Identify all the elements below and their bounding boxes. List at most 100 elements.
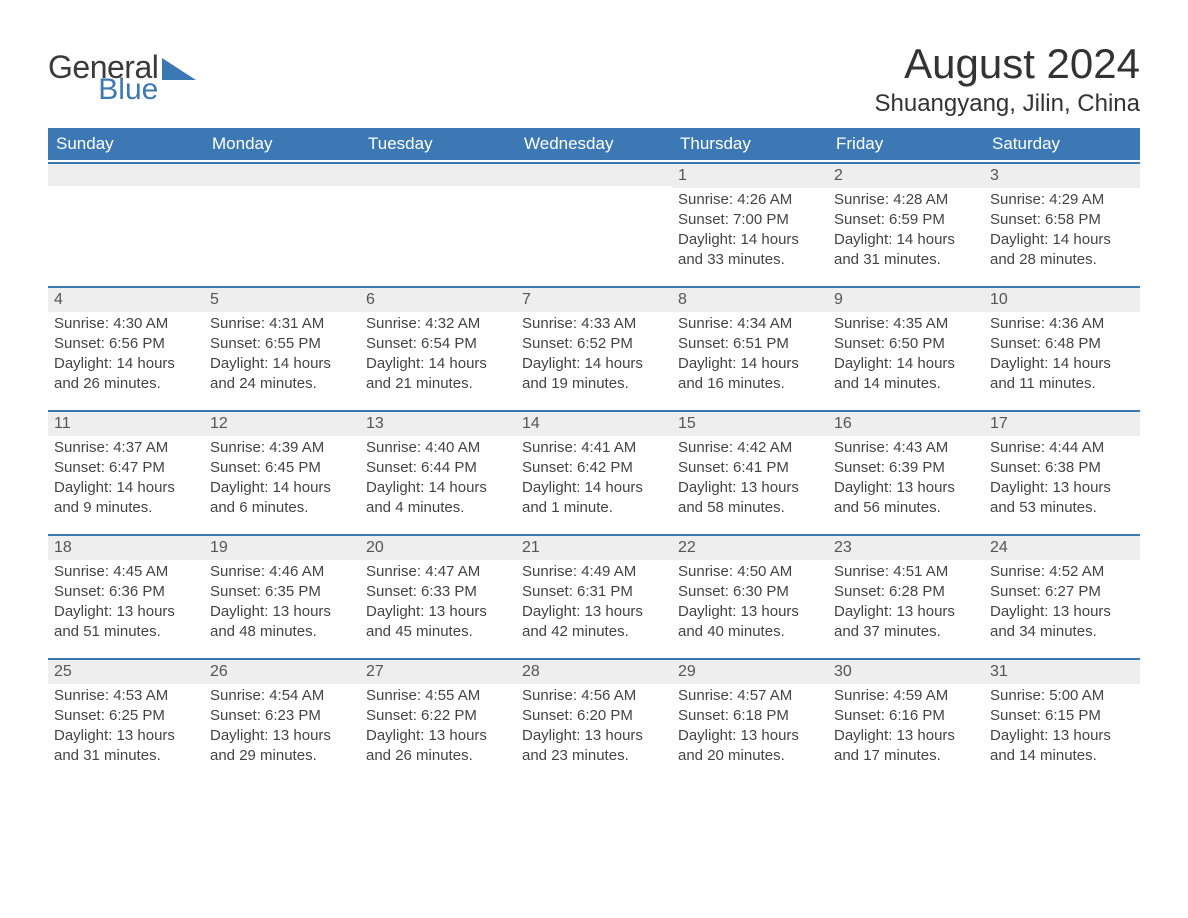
day-body: Sunrise: 4:34 AMSunset: 6:51 PMDaylight:… [672,312,828,399]
sunset-line: Sunset: 6:59 PM [834,210,978,230]
sunrise-line: Sunrise: 4:26 AM [678,190,822,210]
weekday-header-monday: Monday [204,128,360,160]
sunrise-line: Sunrise: 4:41 AM [522,438,666,458]
day-number: 26 [204,660,360,684]
daylight-line: Daylight: 13 hours and 29 minutes. [210,726,354,767]
daylight-line: Daylight: 14 hours and 16 minutes. [678,354,822,395]
day-body: Sunrise: 4:49 AMSunset: 6:31 PMDaylight:… [516,560,672,647]
day-cell-5: 5Sunrise: 4:31 AMSunset: 6:55 PMDaylight… [204,288,360,408]
day-body: Sunrise: 4:31 AMSunset: 6:55 PMDaylight:… [204,312,360,399]
day-cell-13: 13Sunrise: 4:40 AMSunset: 6:44 PMDayligh… [360,412,516,532]
day-body: Sunrise: 5:00 AMSunset: 6:15 PMDaylight:… [984,684,1140,771]
header: General Blue August 2024 Shuangyang, Jil… [48,40,1140,118]
day-cell-2: 2Sunrise: 4:28 AMSunset: 6:59 PMDaylight… [828,164,984,284]
day-cell-14: 14Sunrise: 4:41 AMSunset: 6:42 PMDayligh… [516,412,672,532]
week-row: 1Sunrise: 4:26 AMSunset: 7:00 PMDaylight… [48,162,1140,284]
weekday-header-wednesday: Wednesday [516,128,672,160]
day-cell-7: 7Sunrise: 4:33 AMSunset: 6:52 PMDaylight… [516,288,672,408]
day-body: Sunrise: 4:39 AMSunset: 6:45 PMDaylight:… [204,436,360,523]
day-cell-16: 16Sunrise: 4:43 AMSunset: 6:39 PMDayligh… [828,412,984,532]
day-body: Sunrise: 4:57 AMSunset: 6:18 PMDaylight:… [672,684,828,771]
sunset-line: Sunset: 6:45 PM [210,458,354,478]
daylight-line: Daylight: 14 hours and 21 minutes. [366,354,510,395]
sunset-line: Sunset: 6:56 PM [54,334,198,354]
sunset-line: Sunset: 6:30 PM [678,582,822,602]
sunrise-line: Sunrise: 4:32 AM [366,314,510,334]
sunrise-line: Sunrise: 4:28 AM [834,190,978,210]
sunset-line: Sunset: 6:48 PM [990,334,1134,354]
sunset-line: Sunset: 6:44 PM [366,458,510,478]
day-body: Sunrise: 4:45 AMSunset: 6:36 PMDaylight:… [48,560,204,647]
daylight-line: Daylight: 14 hours and 26 minutes. [54,354,198,395]
sunrise-line: Sunrise: 4:55 AM [366,686,510,706]
day-body: Sunrise: 4:52 AMSunset: 6:27 PMDaylight:… [984,560,1140,647]
day-body: Sunrise: 4:51 AMSunset: 6:28 PMDaylight:… [828,560,984,647]
weekday-header-saturday: Saturday [984,128,1140,160]
weekday-header-friday: Friday [828,128,984,160]
day-cell-23: 23Sunrise: 4:51 AMSunset: 6:28 PMDayligh… [828,536,984,656]
day-cell-25: 25Sunrise: 4:53 AMSunset: 6:25 PMDayligh… [48,660,204,780]
daylight-line: Daylight: 13 hours and 34 minutes. [990,602,1134,643]
sunset-line: Sunset: 6:41 PM [678,458,822,478]
day-body: Sunrise: 4:40 AMSunset: 6:44 PMDaylight:… [360,436,516,523]
sunrise-line: Sunrise: 4:30 AM [54,314,198,334]
day-number: 1 [672,164,828,188]
week-row: 4Sunrise: 4:30 AMSunset: 6:56 PMDaylight… [48,286,1140,408]
day-cell-15: 15Sunrise: 4:42 AMSunset: 6:41 PMDayligh… [672,412,828,532]
day-cell-empty [204,164,360,284]
day-number: 11 [48,412,204,436]
daylight-line: Daylight: 13 hours and 58 minutes. [678,478,822,519]
weekday-header-sunday: Sunday [48,128,204,160]
day-cell-21: 21Sunrise: 4:49 AMSunset: 6:31 PMDayligh… [516,536,672,656]
sunrise-line: Sunrise: 4:29 AM [990,190,1134,210]
day-cell-18: 18Sunrise: 4:45 AMSunset: 6:36 PMDayligh… [48,536,204,656]
sunset-line: Sunset: 6:36 PM [54,582,198,602]
daylight-line: Daylight: 14 hours and 1 minute. [522,478,666,519]
day-body: Sunrise: 4:54 AMSunset: 6:23 PMDaylight:… [204,684,360,771]
sunrise-line: Sunrise: 4:54 AM [210,686,354,706]
day-body: Sunrise: 4:33 AMSunset: 6:52 PMDaylight:… [516,312,672,399]
sunset-line: Sunset: 6:28 PM [834,582,978,602]
week-row: 18Sunrise: 4:45 AMSunset: 6:36 PMDayligh… [48,534,1140,656]
day-cell-8: 8Sunrise: 4:34 AMSunset: 6:51 PMDaylight… [672,288,828,408]
day-cell-24: 24Sunrise: 4:52 AMSunset: 6:27 PMDayligh… [984,536,1140,656]
day-cell-30: 30Sunrise: 4:59 AMSunset: 6:16 PMDayligh… [828,660,984,780]
day-number: 10 [984,288,1140,312]
day-number: 24 [984,536,1140,560]
day-body: Sunrise: 4:26 AMSunset: 7:00 PMDaylight:… [672,188,828,275]
day-number: 15 [672,412,828,436]
day-cell-12: 12Sunrise: 4:39 AMSunset: 6:45 PMDayligh… [204,412,360,532]
calendar-grid: SundayMondayTuesdayWednesdayThursdayFrid… [48,128,1140,780]
sunset-line: Sunset: 6:54 PM [366,334,510,354]
daylight-line: Daylight: 14 hours and 31 minutes. [834,230,978,271]
day-body: Sunrise: 4:50 AMSunset: 6:30 PMDaylight:… [672,560,828,647]
day-number: 23 [828,536,984,560]
day-cell-4: 4Sunrise: 4:30 AMSunset: 6:56 PMDaylight… [48,288,204,408]
sunrise-line: Sunrise: 4:36 AM [990,314,1134,334]
day-number: 14 [516,412,672,436]
sunset-line: Sunset: 6:42 PM [522,458,666,478]
sunset-line: Sunset: 6:23 PM [210,706,354,726]
sunset-line: Sunset: 6:35 PM [210,582,354,602]
daylight-line: Daylight: 13 hours and 14 minutes. [990,726,1134,767]
day-cell-28: 28Sunrise: 4:56 AMSunset: 6:20 PMDayligh… [516,660,672,780]
daylight-line: Daylight: 14 hours and 24 minutes. [210,354,354,395]
day-body: Sunrise: 4:59 AMSunset: 6:16 PMDaylight:… [828,684,984,771]
day-number: 2 [828,164,984,188]
sunset-line: Sunset: 6:50 PM [834,334,978,354]
daylight-line: Daylight: 13 hours and 48 minutes. [210,602,354,643]
sunrise-line: Sunrise: 5:00 AM [990,686,1134,706]
sunset-line: Sunset: 6:22 PM [366,706,510,726]
day-cell-3: 3Sunrise: 4:29 AMSunset: 6:58 PMDaylight… [984,164,1140,284]
day-body: Sunrise: 4:36 AMSunset: 6:48 PMDaylight:… [984,312,1140,399]
sunrise-line: Sunrise: 4:49 AM [522,562,666,582]
daylight-line: Daylight: 14 hours and 11 minutes. [990,354,1134,395]
daylight-line: Daylight: 14 hours and 28 minutes. [990,230,1134,271]
logo: General Blue [48,40,196,105]
day-cell-9: 9Sunrise: 4:35 AMSunset: 6:50 PMDaylight… [828,288,984,408]
sunrise-line: Sunrise: 4:37 AM [54,438,198,458]
day-body: Sunrise: 4:28 AMSunset: 6:59 PMDaylight:… [828,188,984,275]
sunrise-line: Sunrise: 4:53 AM [54,686,198,706]
sunrise-line: Sunrise: 4:59 AM [834,686,978,706]
day-cell-empty [360,164,516,284]
